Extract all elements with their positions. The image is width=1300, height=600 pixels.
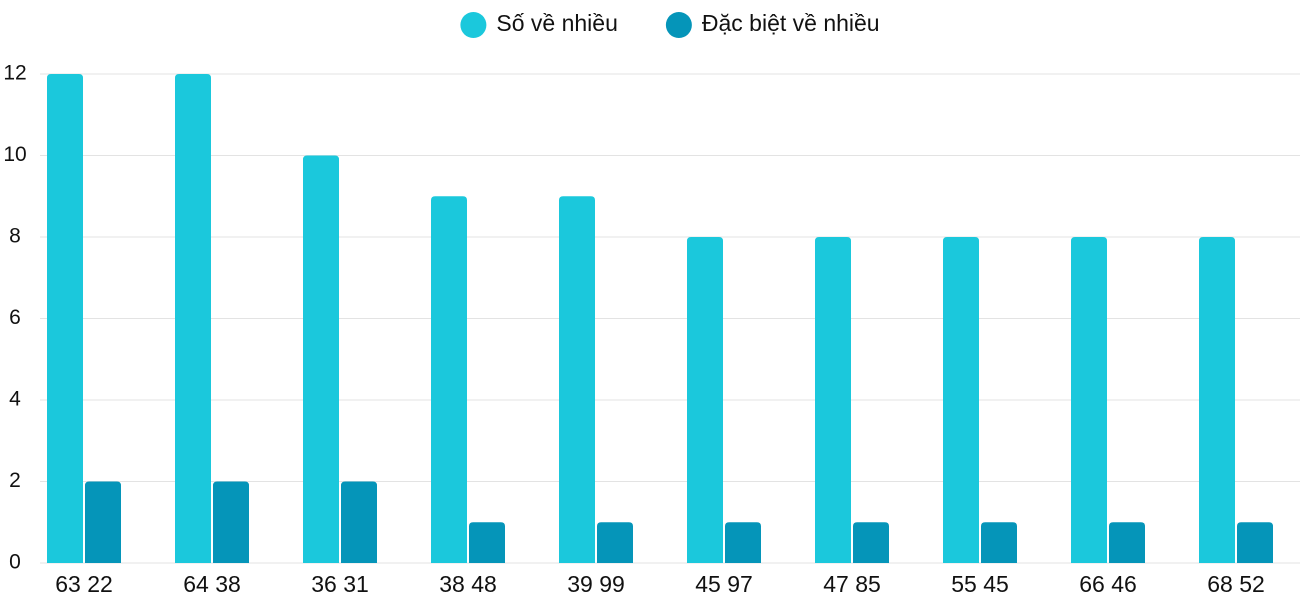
x-tick-label: 47 85 xyxy=(823,571,881,597)
x-tick-label: 64 38 xyxy=(183,571,241,597)
bar xyxy=(47,74,83,563)
bar xyxy=(853,522,889,563)
y-tick-label: 12 xyxy=(3,62,26,85)
legend-marker xyxy=(460,12,487,38)
bar xyxy=(1109,522,1145,563)
y-tick-label: 8 xyxy=(9,225,21,248)
bar xyxy=(175,74,211,563)
bar xyxy=(85,481,121,563)
x-tick-label: 55 45 xyxy=(951,571,1009,597)
bar xyxy=(597,522,633,563)
bar xyxy=(815,237,851,563)
x-tick-label: 36 31 xyxy=(311,571,369,597)
bar xyxy=(943,237,979,563)
bar xyxy=(469,522,505,563)
x-tick-label: 68 52 xyxy=(1207,571,1265,597)
y-tick-label: 4 xyxy=(9,388,21,411)
y-tick-label: 10 xyxy=(3,143,26,166)
bar xyxy=(1237,522,1273,563)
x-tick-label: 39 99 xyxy=(567,571,625,597)
y-tick-label: 0 xyxy=(9,551,21,574)
bar xyxy=(303,155,339,563)
bar xyxy=(431,196,467,563)
legend-label: Số về nhiều xyxy=(496,10,617,36)
x-tick-label: 45 97 xyxy=(695,571,753,597)
x-tick-label: 66 46 xyxy=(1079,571,1137,597)
bar xyxy=(559,196,595,563)
bar xyxy=(687,237,723,563)
y-tick-label: 6 xyxy=(9,306,21,329)
legend-label: Đặc biệt về nhiều xyxy=(702,10,880,36)
bar xyxy=(1071,237,1107,563)
x-tick-label: 38 48 xyxy=(439,571,497,597)
bar xyxy=(1199,237,1235,563)
bar xyxy=(981,522,1017,563)
bar xyxy=(213,481,249,563)
bar xyxy=(725,522,761,563)
legend-marker xyxy=(665,12,692,38)
bar xyxy=(341,481,377,563)
y-tick-label: 2 xyxy=(9,469,21,492)
x-tick-label: 63 22 xyxy=(55,571,113,597)
